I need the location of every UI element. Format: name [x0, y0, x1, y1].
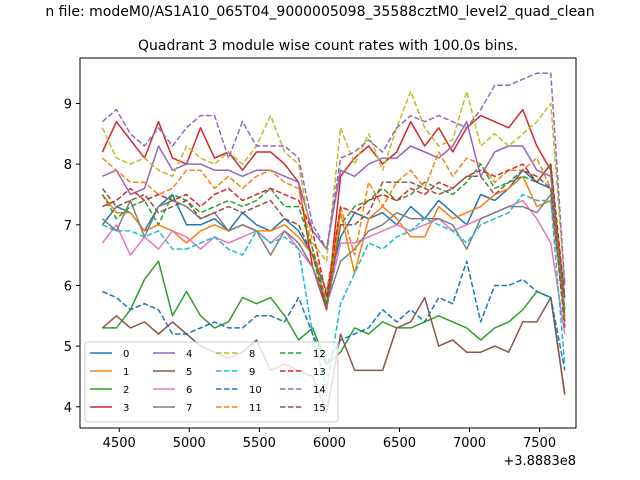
series-line-1 [101, 175, 566, 316]
legend-label-1: 1 [123, 367, 129, 378]
legend-box [84, 341, 339, 423]
series-line-3 [101, 108, 566, 322]
x-tick-label: 7000 [453, 436, 486, 451]
legend-label-2: 2 [123, 385, 129, 396]
series-line-14 [101, 72, 566, 286]
x-tick-label: 4500 [103, 436, 136, 451]
x-tick-label: 6500 [383, 436, 416, 451]
y-tick-label: 6 [64, 279, 72, 294]
legend-label-6: 6 [186, 385, 192, 396]
figure-suptitle: n file: modeM0/AS1A10_065T04_9000005098_… [45, 4, 594, 20]
x-tick-label: 5500 [243, 436, 276, 451]
legend-label-7: 7 [186, 403, 192, 414]
legend-label-15: 15 [313, 403, 326, 414]
legend-label-12: 12 [313, 349, 326, 360]
legend-label-9: 9 [249, 367, 255, 378]
series-line-4 [102, 120, 566, 298]
series-line-8 [101, 90, 566, 286]
x-tick-label: 5000 [173, 436, 206, 451]
x-offset-label: +3.8883e8 [503, 454, 576, 469]
legend-label-14: 14 [313, 385, 326, 396]
legend-label-0: 0 [123, 349, 129, 360]
legend-label-5: 5 [186, 367, 192, 378]
series-line-15 [101, 169, 566, 328]
legend-label-11: 11 [249, 403, 262, 414]
legend-label-4: 4 [186, 349, 192, 360]
x-tick-label: 6000 [313, 436, 346, 451]
x-tick-label: 7500 [523, 436, 556, 451]
chart-title: Quadrant 3 module wise count rates with … [138, 38, 518, 54]
x-axis: 4500 5000 5500 6000 6500 7000 7500 [103, 428, 556, 451]
y-tick-label: 9 [64, 97, 72, 112]
y-tick-label: 8 [64, 158, 72, 173]
legend-label-3: 3 [123, 403, 129, 414]
y-axis: 4 5 6 7 8 9 [64, 97, 80, 416]
y-tick-label: 7 [64, 219, 72, 234]
y-tick-label: 4 [64, 401, 72, 416]
plot-frame [79, 57, 577, 429]
series-line-13 [102, 163, 566, 299]
legend-label-10: 10 [249, 385, 262, 396]
legend-label-13: 13 [313, 367, 326, 378]
y-tick-label: 5 [64, 340, 72, 355]
legend-label-8: 8 [249, 349, 255, 360]
